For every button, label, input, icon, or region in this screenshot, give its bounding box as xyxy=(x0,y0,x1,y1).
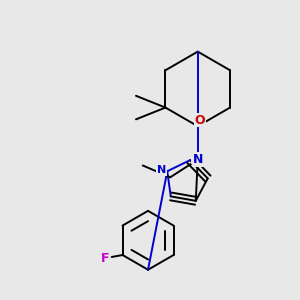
Text: F: F xyxy=(100,252,109,266)
Text: N: N xyxy=(193,153,203,166)
Text: N: N xyxy=(157,165,166,175)
Text: O: O xyxy=(194,114,205,127)
Text: N: N xyxy=(191,153,201,163)
